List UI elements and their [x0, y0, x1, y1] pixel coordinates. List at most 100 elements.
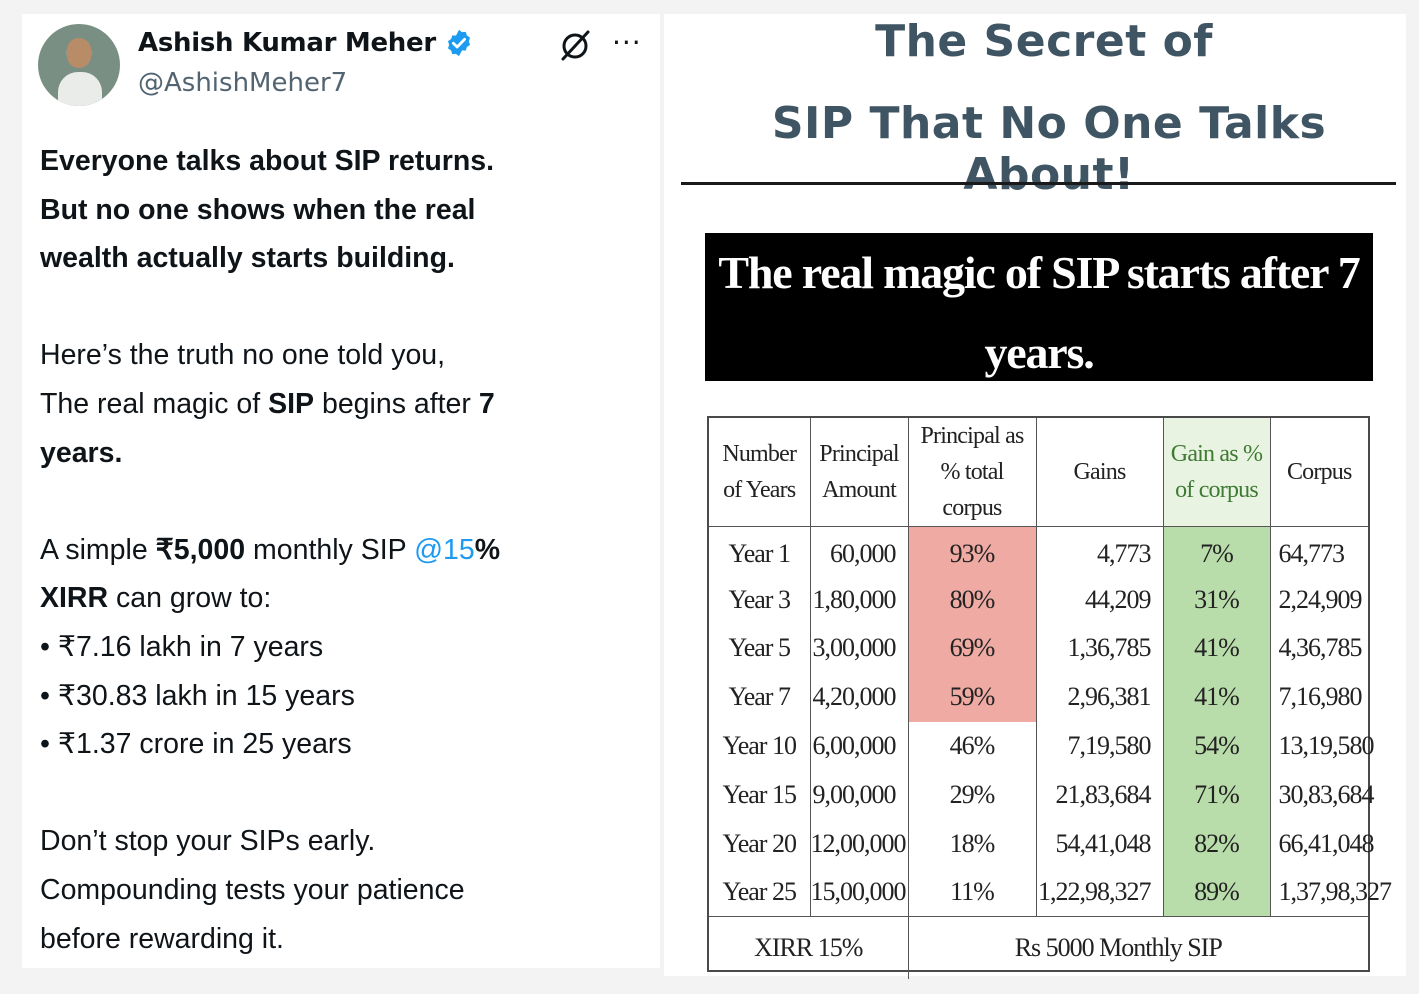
bullet-item: • ₹7.16 lakh in 7 years — [40, 630, 324, 663]
closing-line: Don’t stop your SIPs early. — [40, 825, 376, 858]
truth-text: The real magic of — [40, 387, 269, 420]
header-years: Number of Years — [709, 418, 811, 527]
truth-sip: SIP — [268, 387, 315, 420]
table-row: Year 25 15,00,000 11% 1,22,98,327 89% 1,… — [709, 868, 1393, 917]
cell-principal: 12,00,000 — [810, 819, 909, 869]
cell-gains: 4,773 — [1036, 526, 1164, 576]
tweet-truth: Here’s the truth no one told you, The re… — [40, 331, 650, 477]
cell-gain-pct: 89% — [1163, 868, 1271, 917]
table-header-row: Number of Years Principal Amount Principal… — [709, 418, 1368, 527]
cell-principal-pct: 59% — [908, 672, 1037, 722]
cell-corpus: 7,16,980 — [1278, 682, 1363, 712]
table-row: Year 1 60,000 93% 4,773 7% 64,773 — [709, 526, 1368, 576]
cell-years: Year 3 — [709, 575, 811, 625]
cell-gain-pct: 41% — [1163, 672, 1271, 722]
intro-line: Everyone talks about SIP returns. — [40, 145, 495, 177]
cell-gain-pct: 41% — [1163, 624, 1271, 673]
sip-table: Number of Years Principal Amount Principal… — [707, 416, 1393, 979]
intro-line: wealth actually starts building. — [40, 242, 455, 275]
author-handle[interactable]: @AshishMeher7 — [138, 68, 348, 98]
truth-text: begins after — [314, 387, 479, 420]
header-principal-pct: Principal as% total corpus — [908, 418, 1037, 527]
cell-principal: 4,20,000 — [810, 672, 909, 722]
cell-principal: 9,00,000 — [810, 770, 909, 820]
table-row: Year 5 3,00,000 69% 1,36,785 41% 4,36,78… — [709, 624, 1368, 673]
bullet-item: • ₹1.37 crore in 25 years — [40, 728, 352, 761]
tweet-card: Ashish Kumar Meher @AshishMeher7 ··· Eve… — [22, 14, 660, 968]
cell-gains: 7,19,580 — [1036, 721, 1164, 771]
header-corpus: Corpus — [1270, 418, 1368, 527]
cell-principal-pct: 18% — [908, 819, 1037, 869]
poster-title-line2: SIP That No One Talks About! — [771, 98, 1327, 200]
tweet-projection: A simple ₹5,000 monthly SIP @15% XIRR ca… — [40, 526, 650, 769]
cell-years: Year 1 — [709, 526, 811, 576]
cell-principal-pct: 11% — [908, 868, 1037, 917]
avatar-head — [67, 38, 91, 68]
cell-gain-pct: 82% — [1163, 819, 1271, 869]
cell-principal-pct: 80% — [908, 575, 1037, 625]
cell-years: Year 20 — [709, 819, 811, 869]
cell-corpus: 64,773 — [1278, 539, 1346, 569]
truth-years: years. — [40, 436, 123, 469]
bullet-item: • ₹30.83 lakh in 15 years — [40, 679, 355, 712]
simple-text: A simple — [40, 533, 156, 566]
cell-principal: 60,000 — [810, 526, 909, 576]
cell-years: Year 7 — [709, 672, 811, 722]
footer-xirr: XIRR 15% — [709, 916, 909, 979]
header-gain-pct: Gain as % of corpus — [1163, 418, 1271, 527]
truth-line: Here’s the truth no one told you, — [40, 339, 446, 372]
poster-title-line1: The Secret of — [875, 16, 1213, 67]
cell-gains: 54,41,048 — [1036, 819, 1164, 869]
cell-principal-pct: 46% — [908, 721, 1037, 771]
table-row: Year 15 9,00,000 29% 21,83,684 71% 30,83… — [709, 770, 1375, 820]
cell-corpus: 30,83,684 — [1278, 779, 1375, 809]
grok-icon[interactable] — [557, 28, 593, 64]
cell-corpus: 1,37,98,327 — [1278, 877, 1393, 907]
more-options-icon[interactable]: ··· — [612, 26, 642, 59]
cell-principal: 15,00,000 — [810, 868, 909, 917]
cell-years: Year 25 — [709, 868, 811, 917]
cell-corpus: 66,41,048 — [1278, 828, 1375, 858]
cell-gain-pct: 71% — [1163, 770, 1271, 820]
avatar[interactable] — [38, 24, 120, 106]
simple-amount: ₹5,000 — [155, 533, 246, 566]
title-divider — [681, 182, 1396, 185]
footer-sip: Rs 5000 Monthly SIP — [908, 916, 1368, 979]
intro-line: But no one shows when the real — [40, 193, 476, 226]
cell-years: Year 10 — [709, 721, 811, 771]
black-banner: The real magic of SIP starts after 7 yea… — [705, 233, 1373, 381]
cell-principal-pct: 69% — [908, 624, 1037, 673]
cell-principal: 6,00,000 — [810, 721, 909, 771]
verified-badge-icon — [447, 29, 470, 57]
author-row: Ashish Kumar Meher — [138, 28, 474, 58]
cell-principal-pct: 29% — [908, 770, 1037, 820]
table-row: Year 10 6,00,000 46% 7,19,580 54% 13,19,… — [709, 721, 1375, 771]
cell-gains: 2,96,381 — [1036, 672, 1164, 722]
tweet-text: Everyone talks about SIP returns. But no… — [40, 137, 650, 963]
cell-corpus: 13,19,580 — [1278, 731, 1375, 761]
closing-line: Compounding tests your patience — [40, 873, 465, 906]
cell-gain-pct: 54% — [1163, 721, 1271, 771]
cell-corpus: 4,36,785 — [1278, 633, 1363, 663]
cell-principal-pct: 93% — [908, 526, 1037, 576]
simple-text: monthly SIP — [245, 533, 415, 566]
cell-corpus: 2,24,909 — [1278, 584, 1363, 614]
banner-line: years. — [984, 327, 1094, 378]
author-name[interactable]: Ashish Kumar Meher — [138, 28, 436, 58]
cell-years: Year 15 — [709, 770, 811, 820]
banner-line: The real magic of SIP starts after 7 — [718, 247, 1360, 298]
cell-gain-pct: 31% — [1163, 575, 1271, 625]
truth-years-num: 7 — [478, 387, 495, 420]
infographic-image[interactable]: The Secret of SIP That No One Talks Abou… — [664, 14, 1406, 979]
table-row: Year 7 4,20,000 59% 2,96,381 41% 7,16,98… — [709, 672, 1368, 722]
cell-principal: 3,00,000 — [810, 624, 909, 673]
tweet-closing: Don’t stop your SIPs early. Compounding … — [40, 817, 650, 963]
table-row: Year 3 1,80,000 80% 44,209 31% 2,24,909 — [709, 575, 1368, 625]
header-gains: Gains — [1036, 418, 1164, 527]
xirr-label: XIRR — [40, 582, 109, 615]
table-row: Year 20 12,00,000 18% 54,41,048 82% 66,4… — [709, 819, 1375, 869]
cell-gains: 1,22,98,327 — [1036, 868, 1164, 917]
avatar-shirt — [58, 72, 102, 106]
mention-link[interactable]: @15 — [414, 533, 475, 566]
cell-gains: 21,83,684 — [1036, 770, 1164, 820]
